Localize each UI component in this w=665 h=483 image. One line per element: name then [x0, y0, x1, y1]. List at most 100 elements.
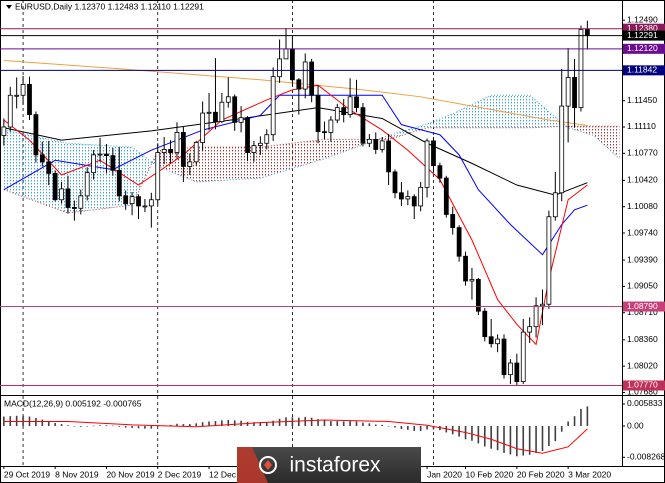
macd-bar: [150, 426, 153, 429]
candle-body: [219, 101, 225, 122]
candle-body: [514, 362, 520, 383]
y-tick-label: 1.10080: [627, 201, 658, 211]
macd-bar: [3, 416, 5, 427]
price-level-label: 1.11842: [627, 65, 657, 75]
candle-body: [168, 149, 173, 153]
candle-body: [104, 153, 109, 157]
candle-body: [379, 140, 385, 150]
candle-body: [405, 196, 411, 200]
macd-bar: [522, 426, 525, 456]
macd-bar: [554, 426, 557, 442]
macd-bar: [208, 421, 210, 427]
candle-body: [270, 76, 276, 136]
macd-bar: [407, 426, 409, 430]
candle-body: [110, 155, 116, 171]
cloud-segment: [67, 143, 133, 213]
macd-bar: [124, 426, 127, 428]
candle-body: [578, 29, 584, 109]
x-tick-label: 20 Feb 2020: [517, 469, 565, 479]
macd-bar: [573, 416, 576, 427]
candle-body: [315, 94, 321, 133]
price-level-box: [623, 43, 665, 54]
indicator-line: [3, 59, 588, 126]
candle-body: [193, 142, 199, 163]
candle-body: [161, 149, 167, 153]
macd-bar: [330, 421, 332, 427]
y-tick-label: 0.005833: [627, 398, 663, 408]
candle-body: [213, 111, 218, 122]
candle-body: [373, 138, 379, 150]
candle-body: [572, 77, 577, 109]
price-level-box: [623, 30, 665, 41]
candle-body: [91, 154, 97, 174]
x-tick-label: 20 Nov 2019: [106, 469, 154, 479]
candle-body: [482, 310, 488, 338]
candle-body: [238, 117, 244, 123]
macd-bar: [221, 420, 223, 427]
candle-body: [33, 114, 39, 156]
macd-bar: [394, 426, 396, 428]
macd-bar: [15, 415, 18, 427]
candle-body: [520, 331, 526, 383]
macd-bar: [259, 422, 262, 427]
macd-bar: [567, 421, 569, 427]
cloud-segment: [196, 147, 261, 182]
candle-body: [424, 140, 430, 188]
macd-bar: [201, 422, 204, 427]
candle-body: [123, 195, 129, 205]
candle-body: [341, 107, 347, 116]
macd-bar: [86, 426, 89, 427]
candle-body: [463, 255, 468, 282]
macd-bar: [355, 421, 358, 427]
candle-body: [302, 61, 308, 90]
candle-body: [456, 227, 462, 257]
candle-body: [245, 117, 250, 153]
candle-body: [559, 105, 565, 194]
candle-body: [354, 96, 359, 109]
candle-body: [14, 94, 20, 97]
signal-line: [3, 419, 588, 454]
macd-bar: [541, 426, 544, 451]
y-tick-label: 1.07680: [627, 387, 658, 397]
indicator-line: [3, 107, 588, 196]
macd-bar: [432, 426, 435, 430]
macd-bar: [548, 426, 550, 447]
candle-body: [52, 173, 58, 201]
macd-bar: [41, 419, 44, 427]
macd-bar: [233, 420, 236, 427]
candle-body: [46, 161, 52, 174]
candle-body: [116, 169, 122, 197]
macd-bar: [400, 426, 403, 430]
y-tick-label: 1.09740: [627, 227, 658, 237]
candle-body: [450, 214, 456, 229]
candle-body: [533, 305, 539, 328]
candle-body: [565, 77, 571, 107]
macd-bar: [503, 426, 505, 453]
candle-body: [20, 84, 26, 96]
x-tick-label: 8 Nov 2019: [55, 469, 99, 479]
price-level-label: 1.12291: [627, 30, 658, 40]
macd-bar: [60, 424, 63, 427]
candle-body: [78, 195, 84, 209]
price-level-box: [623, 301, 665, 312]
candle-body: [347, 96, 353, 116]
macd-bar: [535, 426, 537, 453]
macd-bar: [323, 420, 326, 427]
macd-bar: [586, 406, 589, 427]
macd-bar: [169, 424, 172, 427]
cloud-segment: [593, 126, 620, 159]
candle-body: [232, 96, 238, 123]
macd-bar: [310, 417, 313, 427]
y-tick-label: 1.11110: [627, 121, 656, 131]
cloud-segment: [427, 113, 453, 128]
macd-bar: [528, 426, 531, 455]
candle-body: [309, 61, 315, 96]
macd-bar: [182, 424, 185, 427]
candle-body: [475, 279, 481, 312]
macd-bar: [79, 426, 82, 427]
macd-bar: [509, 426, 512, 455]
candle-body: [187, 161, 193, 167]
candle-body: [84, 172, 90, 197]
macd-bar: [118, 426, 121, 427]
